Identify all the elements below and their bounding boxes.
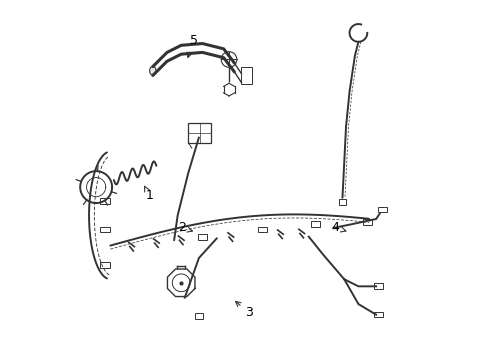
Text: 2: 2 bbox=[178, 221, 193, 234]
Bar bbox=[363, 219, 372, 225]
Text: 1: 1 bbox=[145, 186, 154, 202]
Text: 3: 3 bbox=[236, 301, 253, 319]
Bar bbox=[100, 262, 110, 268]
Bar bbox=[195, 313, 203, 319]
Text: 4: 4 bbox=[332, 221, 346, 234]
Bar bbox=[242, 67, 252, 84]
Bar bbox=[311, 221, 320, 227]
Bar bbox=[378, 207, 387, 212]
Bar bbox=[374, 283, 383, 289]
Bar bbox=[188, 123, 211, 143]
Bar bbox=[100, 198, 110, 204]
Bar bbox=[374, 312, 383, 317]
Text: 5: 5 bbox=[187, 33, 198, 58]
Bar bbox=[258, 227, 268, 233]
Bar bbox=[100, 227, 110, 233]
Bar bbox=[198, 234, 207, 239]
Ellipse shape bbox=[149, 66, 156, 75]
Bar bbox=[339, 199, 346, 205]
